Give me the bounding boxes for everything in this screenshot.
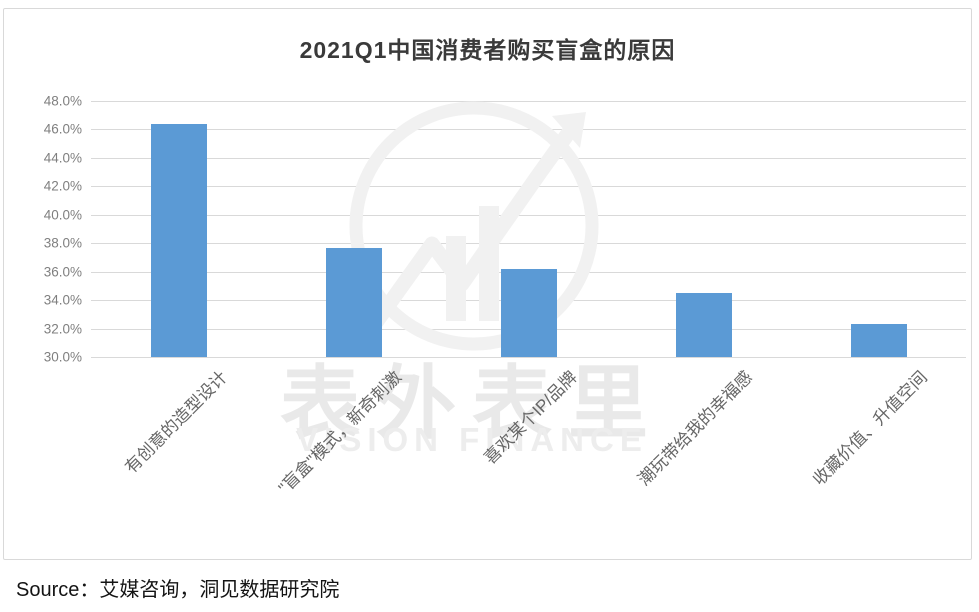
y-tick-label: 36.0% (43, 264, 82, 280)
bar-1 (150, 123, 207, 357)
x-category-label: 潮玩带给我的幸福感 (633, 367, 756, 490)
gridline (91, 357, 966, 358)
y-tick-label: 32.0% (43, 321, 82, 337)
bar-3 (500, 268, 557, 357)
bar-2 (325, 247, 382, 357)
x-category-label: 喜欢某个IP/品牌 (480, 367, 581, 468)
y-tick-label: 38.0% (43, 235, 82, 251)
chart-frame: 2021Q1中国消费者购买盲盒的原因 表外表里 VISION FINANCE 4… (3, 8, 972, 560)
bar-5 (850, 324, 907, 357)
y-tick-label: 44.0% (43, 150, 82, 166)
y-tick-label: 34.0% (43, 292, 82, 308)
y-tick-label: 40.0% (43, 207, 82, 223)
source-attribution: Source：艾媒咨询，洞见数据研究院 (16, 579, 340, 601)
x-category-label: 收藏价值、升值空间 (808, 367, 931, 490)
x-category-label: "盲盒"模式，新奇刺激 (275, 367, 406, 498)
x-category-label: 有创意的造型设计 (120, 367, 231, 478)
y-tick-label: 48.0% (43, 93, 82, 109)
bar-4 (675, 293, 732, 357)
chart-title: 2021Q1中国消费者购买盲盒的原因 (299, 37, 676, 63)
y-tick-label: 46.0% (43, 121, 82, 137)
y-tick-label: 42.0% (43, 178, 82, 194)
y-tick-label: 30.0% (43, 349, 82, 365)
bars-layer (91, 101, 966, 357)
plot-area: 48.0% 46.0% 44.0% 42.0% 40.0% 38.0% 36.0% 34.0%… (44, 94, 966, 498)
